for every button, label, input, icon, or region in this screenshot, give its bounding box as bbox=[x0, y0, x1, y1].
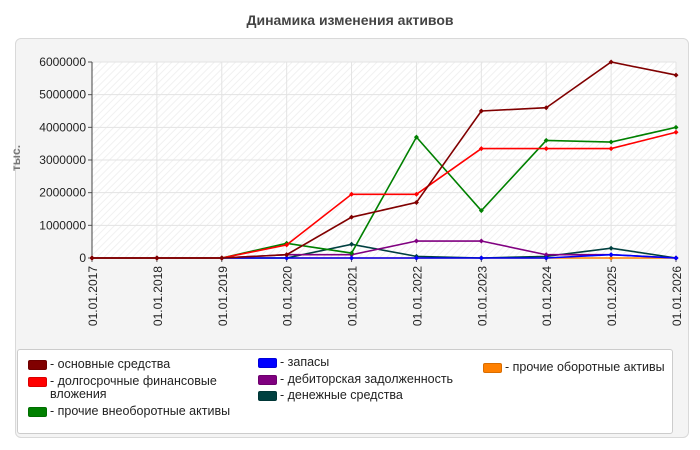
x-tick-label: 01.01.2020 bbox=[281, 266, 295, 326]
x-tick-label: 01.01.2018 bbox=[151, 266, 165, 326]
data-point bbox=[543, 252, 549, 258]
legend-item: - денежные средства bbox=[258, 389, 473, 402]
data-point bbox=[284, 255, 290, 261]
legend-label: - денежные средства bbox=[280, 388, 403, 402]
legend-swatch bbox=[258, 358, 277, 368]
x-tick-label: 01.01.2025 bbox=[605, 266, 619, 326]
legend-label: - дебиторская задолженность bbox=[280, 372, 454, 386]
data-point bbox=[413, 191, 419, 197]
data-point bbox=[673, 124, 679, 130]
data-point bbox=[284, 252, 290, 258]
data-point bbox=[608, 139, 614, 145]
x-tick-label: 01.01.2023 bbox=[475, 266, 489, 326]
legend-swatch bbox=[258, 391, 277, 401]
y-tick-label: 6000000 bbox=[39, 55, 86, 69]
x-tick-label: 01.01.2017 bbox=[86, 266, 100, 326]
series-line-0 bbox=[92, 61, 677, 259]
legend-item: - прочие внеоборотные активы bbox=[28, 405, 243, 418]
legend-label: - долгосрочные финансовые вложения bbox=[50, 374, 217, 401]
data-point bbox=[219, 255, 225, 261]
data-point bbox=[608, 255, 614, 261]
data-point bbox=[413, 238, 419, 244]
data-point bbox=[349, 214, 355, 220]
x-tick-label: 01.01.2019 bbox=[216, 266, 230, 326]
data-point bbox=[608, 252, 614, 258]
data-point bbox=[478, 208, 484, 214]
data-point bbox=[543, 105, 549, 111]
legend-swatch bbox=[28, 377, 47, 387]
data-point bbox=[154, 255, 160, 261]
data-point bbox=[349, 241, 355, 247]
legend-swatch bbox=[483, 363, 502, 373]
data-point bbox=[543, 255, 549, 261]
legend-item: - основные средства bbox=[28, 358, 243, 371]
y-tick-label: 0 bbox=[79, 251, 86, 265]
legend-swatch bbox=[258, 375, 277, 385]
data-point bbox=[478, 146, 484, 152]
data-point bbox=[673, 129, 679, 135]
data-point bbox=[413, 199, 419, 205]
y-axis-label: тыс. bbox=[9, 145, 23, 171]
y-tick-label: 2000000 bbox=[39, 186, 86, 200]
data-point bbox=[478, 108, 484, 114]
legend-item: - запасы bbox=[258, 356, 473, 369]
x-tick-label: 01.01.2022 bbox=[410, 266, 424, 326]
legend-label: - прочие оборотные активы bbox=[505, 360, 665, 374]
legend-swatch bbox=[28, 360, 47, 370]
legend-item: - дебиторская задолженность bbox=[258, 373, 473, 386]
legend-label: - прочие внеоборотные активы bbox=[50, 404, 231, 418]
x-tick-label: 01.01.2021 bbox=[346, 266, 360, 326]
data-point bbox=[673, 255, 679, 261]
y-tick-label: 4000000 bbox=[39, 120, 86, 134]
data-point bbox=[543, 146, 549, 152]
data-point bbox=[478, 255, 484, 261]
chart-title: Динамика изменения активов bbox=[246, 12, 454, 28]
y-tick-label: 5000000 bbox=[39, 88, 86, 102]
x-tick-label: 01.01.2024 bbox=[540, 266, 554, 326]
legend: - основные средства - долгосрочные финанс… bbox=[17, 349, 673, 434]
legend-label: - основные средства bbox=[50, 357, 171, 371]
y-tick-label: 3000000 bbox=[39, 153, 86, 167]
legend-swatch bbox=[28, 407, 47, 417]
x-tick-label: 01.01.2026 bbox=[670, 266, 684, 326]
data-point bbox=[478, 238, 484, 244]
legend-item: - прочие оборотные активы bbox=[483, 361, 668, 374]
data-point bbox=[89, 255, 95, 261]
legend-label: - запасы bbox=[280, 355, 330, 369]
data-point bbox=[349, 255, 355, 261]
data-point bbox=[543, 137, 549, 143]
data-point bbox=[413, 255, 419, 261]
data-point bbox=[608, 146, 614, 152]
data-point bbox=[673, 72, 679, 78]
data-point bbox=[284, 242, 290, 248]
data-point bbox=[349, 250, 355, 256]
data-point bbox=[349, 191, 355, 197]
data-point bbox=[413, 134, 419, 140]
data-point bbox=[608, 245, 614, 251]
legend-item: - долгосрочные финансовые вложения bbox=[28, 375, 243, 401]
y-tick-label: 1000000 bbox=[39, 218, 86, 232]
data-point bbox=[608, 59, 614, 65]
